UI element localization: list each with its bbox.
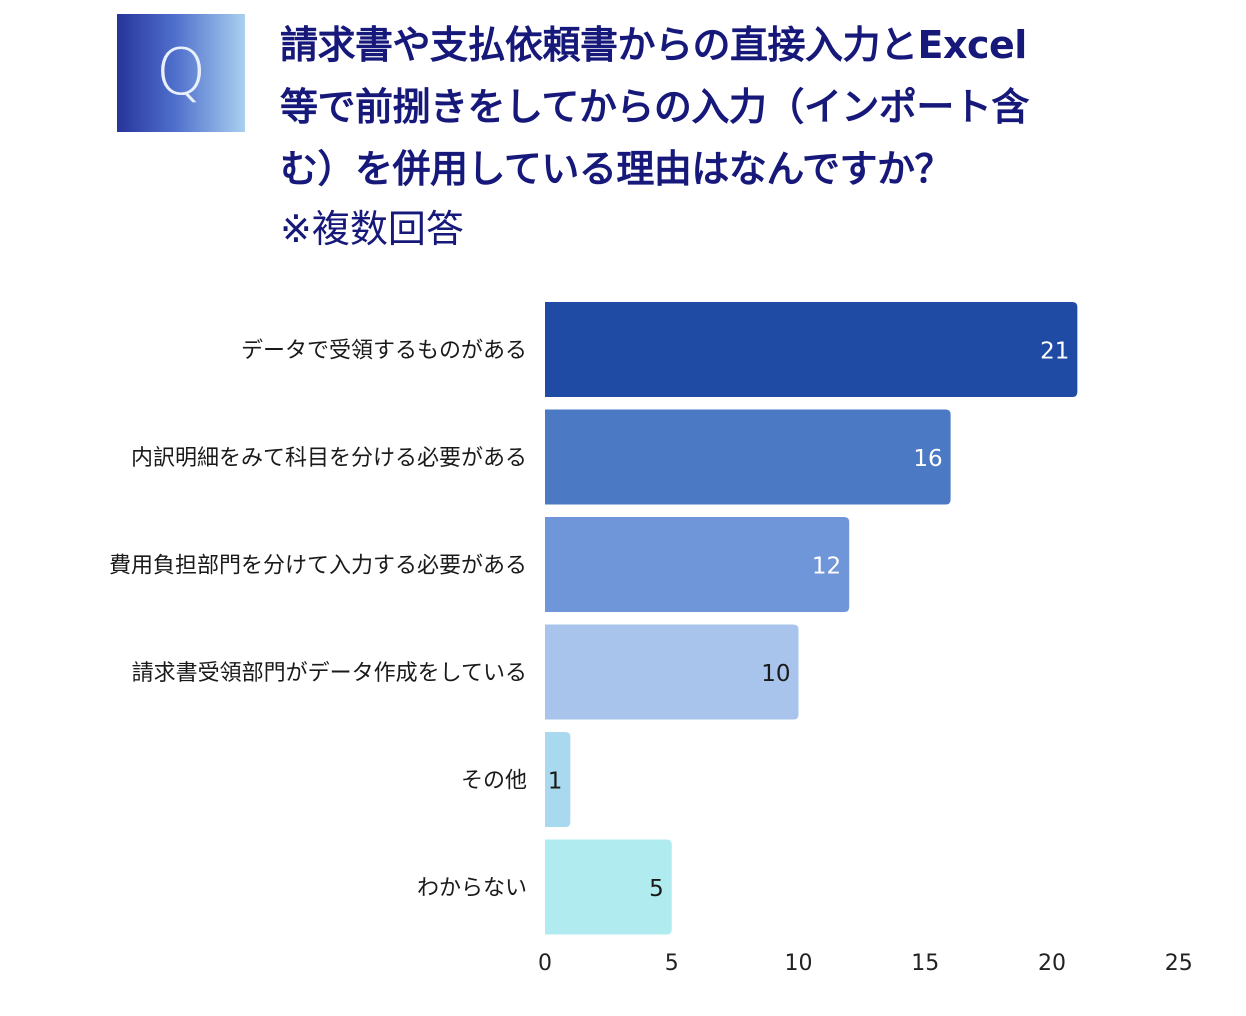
category-label-6: わからない — [417, 876, 527, 901]
bar-6 — [545, 839, 672, 935]
bar-group — [545, 302, 1078, 935]
value-label-6: 5 — [649, 876, 664, 902]
title-line-3: む）を併用している理由はなんですか？ — [280, 147, 952, 191]
title-line-2: 等で前捌きをしてからの入力（インポート含 — [280, 85, 1029, 129]
x-tick-label-25: 25 — [1165, 951, 1193, 976]
question-badge-letter: Q — [155, 36, 207, 110]
bar-4 — [545, 624, 799, 720]
chart-title: 請求書や支払依頼書からの直接入力とExcel 等で前捌きをしてからの入力（インポ… — [280, 14, 1180, 258]
category-label-1: データで受領するものがある — [241, 339, 527, 364]
x-tick-label-0: 0 — [538, 951, 552, 976]
bar-3 — [545, 517, 850, 612]
x-tick-label-15: 15 — [911, 951, 939, 976]
question-badge: Q — [117, 14, 245, 132]
x-tick-label-20: 20 — [1038, 951, 1066, 976]
category-label-5: その他 — [461, 769, 527, 794]
category-label-3: 費用負担部門を分けて入力する必要がある — [109, 554, 527, 579]
category-labels: データで受領するものがある内訳明細をみて科目を分ける必要がある費用負担部門を分け… — [109, 339, 527, 902]
category-label-2: 内訳明細をみて科目を分ける必要がある — [131, 446, 527, 471]
chart-subtitle: ※複数回答 — [280, 207, 464, 251]
title-line-1: 請求書や支払依頼書からの直接入力とExcel — [280, 23, 1027, 67]
category-label-4: 請求書受領部門がデータ作成をしている — [132, 661, 527, 686]
bar-2 — [545, 409, 951, 505]
value-labels: 21 16 12 10 1 5 — [548, 339, 1070, 903]
x-tick-label-5: 5 — [665, 951, 679, 976]
x-axis-ticks: 0 5 10 15 20 25 — [538, 951, 1193, 976]
bar-1 — [545, 302, 1078, 397]
bar-5 — [545, 732, 571, 827]
value-label-1: 21 — [1040, 339, 1069, 365]
value-label-2: 16 — [913, 446, 942, 472]
value-label-3: 12 — [812, 554, 841, 580]
x-tick-label-10: 10 — [785, 951, 813, 976]
value-label-5: 1 — [548, 769, 563, 795]
value-label-4: 10 — [761, 661, 790, 687]
